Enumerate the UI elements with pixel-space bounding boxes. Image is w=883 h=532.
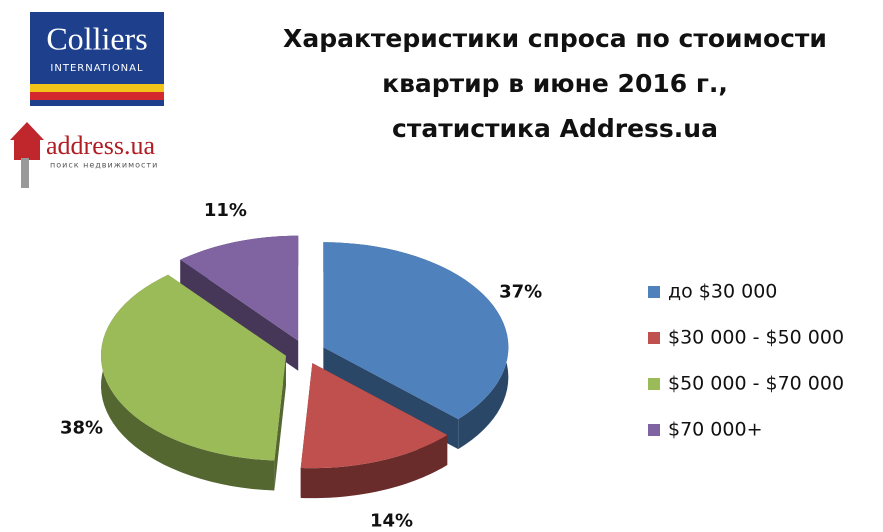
legend-label: $50 000 - $70 000: [668, 373, 844, 395]
logo-text: Colliers: [46, 20, 147, 56]
slice: [180, 235, 299, 371]
logo-subtext: поиск недвижимости: [50, 161, 158, 170]
chart-title: квартир в июне 2016 г.,: [382, 69, 728, 98]
chart-title: Характеристики спроса по стоимости: [283, 24, 827, 53]
slice-top: [323, 242, 509, 420]
data-label: 38%: [60, 417, 103, 438]
address-logo: address.ua поиск недвижимости: [10, 122, 158, 188]
slice-side: [101, 274, 275, 491]
legend-swatch: [648, 286, 660, 298]
slice-top: [180, 235, 299, 341]
logo-subtext: INTERNATIONAL: [50, 63, 143, 74]
data-label: 14%: [370, 510, 413, 531]
slice-top: [101, 274, 286, 461]
legend-label: до $30 000: [668, 281, 777, 303]
data-label: 37%: [499, 281, 542, 302]
data-label: 11%: [204, 200, 247, 221]
legend-swatch: [648, 424, 660, 436]
slice-wall: [274, 355, 286, 491]
slice-side: [300, 435, 448, 499]
legend-label: $70 000+: [668, 419, 763, 441]
logo-key: [21, 158, 29, 188]
slice-top: [300, 363, 448, 469]
slice-wall: [180, 259, 299, 371]
colliers-logo: Colliers INTERNATIONAL: [30, 12, 164, 106]
legend-label: $30 000 - $50 000: [668, 327, 844, 349]
slice: [300, 363, 448, 499]
logo-text: address.ua: [46, 131, 155, 160]
logo-house: [10, 122, 44, 160]
slice: [101, 274, 286, 491]
legend-swatch: [648, 378, 660, 390]
logo-stripe: [30, 84, 164, 92]
chart-title: статистика Address.ua: [392, 114, 718, 143]
legend-swatch: [648, 332, 660, 344]
logo-stripe: [30, 92, 164, 100]
